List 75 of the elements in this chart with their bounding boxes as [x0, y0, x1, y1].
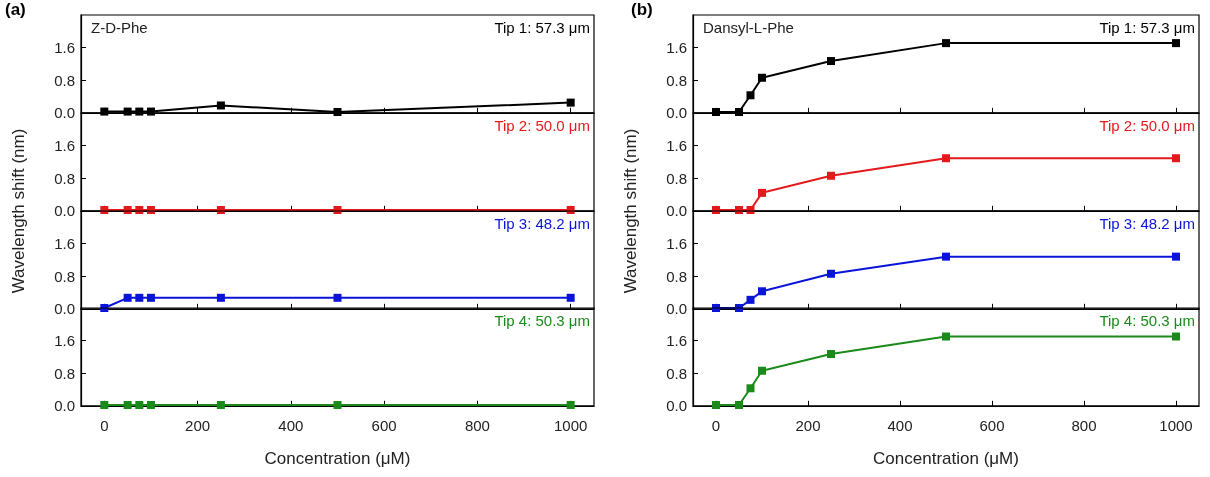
y-tick-label: 0.8 — [54, 71, 75, 89]
y-tick-label: 0.8 — [666, 71, 687, 89]
point — [1172, 252, 1180, 261]
y-tick-label: 0.0 — [666, 202, 687, 220]
point — [216, 101, 225, 110]
point — [827, 269, 835, 278]
point — [746, 384, 755, 393]
y-tick-label: 0.0 — [54, 104, 75, 122]
y-tick-label: 0.0 — [666, 299, 687, 317]
point — [566, 98, 575, 107]
point — [712, 401, 720, 410]
x-tick-label: 0 — [711, 417, 721, 435]
y-tick-label: 1.6 — [666, 39, 687, 57]
y-tick-label: 0.0 — [54, 397, 75, 415]
x-tick-label: 1000 — [1159, 417, 1193, 435]
x-tick-label: 1000 — [553, 417, 588, 435]
chart-title: (a) — [5, 0, 26, 19]
text: Tip 3: 48.2 μm — [494, 214, 590, 232]
y-tick-label: 1.6 — [54, 234, 75, 252]
point — [746, 295, 755, 304]
y-tick-label: 0.0 — [54, 299, 75, 317]
series-label: Tip 3: 48.2 μm — [1099, 214, 1195, 232]
x-tick-label: 600 — [371, 417, 397, 435]
text: Tip 1: 57.3 μm — [494, 19, 590, 36]
x-tick-label: 600 — [979, 417, 1005, 435]
text: Tip 2: 50.0 μm — [494, 116, 590, 134]
y-axis-title: Wavelength shift (nm) — [9, 128, 29, 293]
point — [942, 39, 950, 48]
annotation: Dansyl-L-Phe — [703, 19, 794, 36]
point — [758, 73, 766, 82]
x-tick-label: 800 — [1071, 417, 1097, 435]
x-axis-title: Concentration (μM) — [264, 449, 411, 469]
y-axis-title: Wavelength shift (nm) — [621, 128, 641, 293]
y-tick-label: 1.6 — [666, 234, 687, 252]
point — [1172, 332, 1180, 341]
y-tick-label: 1.6 — [666, 136, 687, 154]
point — [827, 57, 835, 66]
text: Tip 4: 50.3 μm — [494, 312, 590, 330]
point — [758, 188, 766, 197]
annotation: Z-D-Phe — [91, 19, 148, 36]
x-tick-label: 200 — [795, 417, 821, 435]
y-tick-label: 0.0 — [54, 202, 75, 220]
point — [942, 332, 950, 341]
y-tick-label: 1.6 — [666, 332, 687, 350]
point — [942, 154, 950, 163]
point — [1172, 154, 1180, 163]
y-tick-label: 0.8 — [54, 365, 75, 383]
x-tick-label: 200 — [185, 417, 211, 435]
x-tick-label: 800 — [464, 417, 490, 435]
x-axis-title: Concentration (μM) — [873, 449, 1019, 469]
y-tick-label: 0.8 — [666, 365, 687, 383]
series-label: Tip 1: 57.3 μm — [1099, 19, 1195, 36]
y-tick-label: 0.8 — [666, 169, 687, 187]
y-tick-label: 0.8 — [54, 267, 75, 285]
point — [746, 91, 755, 100]
point — [827, 350, 835, 359]
point — [758, 286, 766, 295]
series-label: Tip 2: 50.0 μm — [1099, 116, 1195, 134]
x-tick-label: 0 — [100, 417, 109, 435]
point — [735, 401, 743, 410]
point — [827, 171, 835, 180]
point — [1172, 39, 1180, 48]
point — [758, 367, 766, 376]
y-tick-label: 0.0 — [666, 397, 687, 415]
x-tick-label: 400 — [887, 417, 913, 435]
point — [942, 252, 950, 261]
chart-title: (b) — [631, 0, 653, 19]
y-tick-label: 1.6 — [54, 39, 75, 57]
y-tick-label: 0.8 — [666, 267, 687, 285]
series-label: Tip 4: 50.3 μm — [1099, 312, 1195, 330]
y-tick-label: 0.0 — [666, 104, 687, 122]
y-tick-label: 1.6 — [54, 332, 75, 350]
y-tick-label: 1.6 — [54, 136, 75, 154]
y-tick-label: 0.8 — [54, 169, 75, 187]
x-tick-label: 400 — [278, 417, 304, 435]
